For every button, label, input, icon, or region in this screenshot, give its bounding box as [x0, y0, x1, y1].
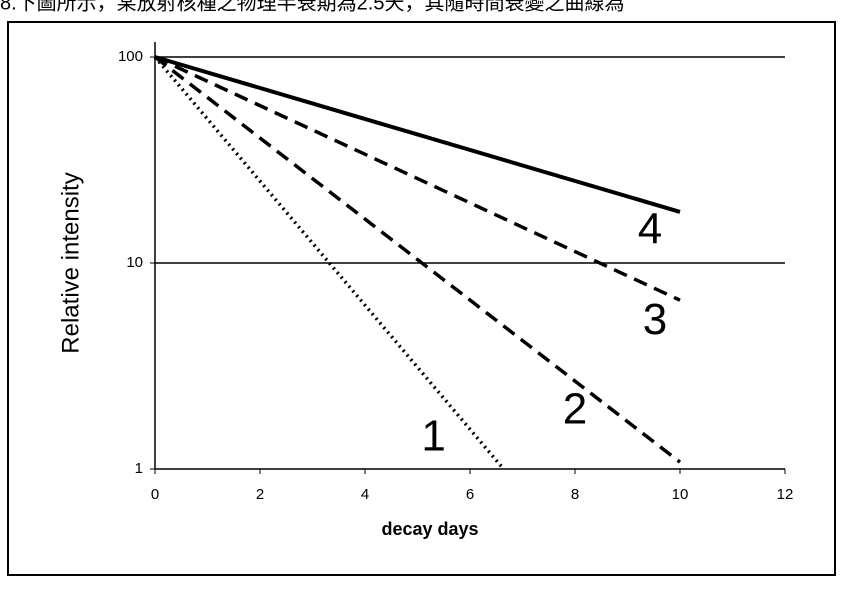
series-label: 2: [563, 385, 587, 434]
x-tick-label: 10: [672, 486, 689, 503]
x-tick-label: 8: [571, 486, 579, 503]
x-tick-label: 6: [466, 486, 474, 503]
series-label: 4: [638, 205, 662, 254]
x-tick-label: 12: [777, 486, 794, 503]
question-text: 8.下圖所示，某放射核種之物理半衰期為2.5天，其隨時間衰變之曲線為: [0, 0, 624, 14]
series-label: 1: [421, 412, 445, 461]
x-tick-label: 2: [256, 486, 264, 503]
y-tick-label: 1: [135, 460, 143, 477]
series-line: [153, 55, 682, 464]
x-tick-label: 4: [361, 486, 369, 503]
series-label: 3: [643, 295, 667, 344]
frame: [7, 21, 836, 576]
y-axis-label: Relative intensity: [57, 172, 84, 353]
x-tick-label: 0: [151, 486, 159, 503]
series-line: [154, 55, 681, 214]
x-axis-label: decay days: [381, 519, 478, 539]
y-tick-label: 10: [126, 254, 143, 271]
series-line: [154, 55, 681, 302]
y-tick-label: 100: [118, 48, 143, 65]
